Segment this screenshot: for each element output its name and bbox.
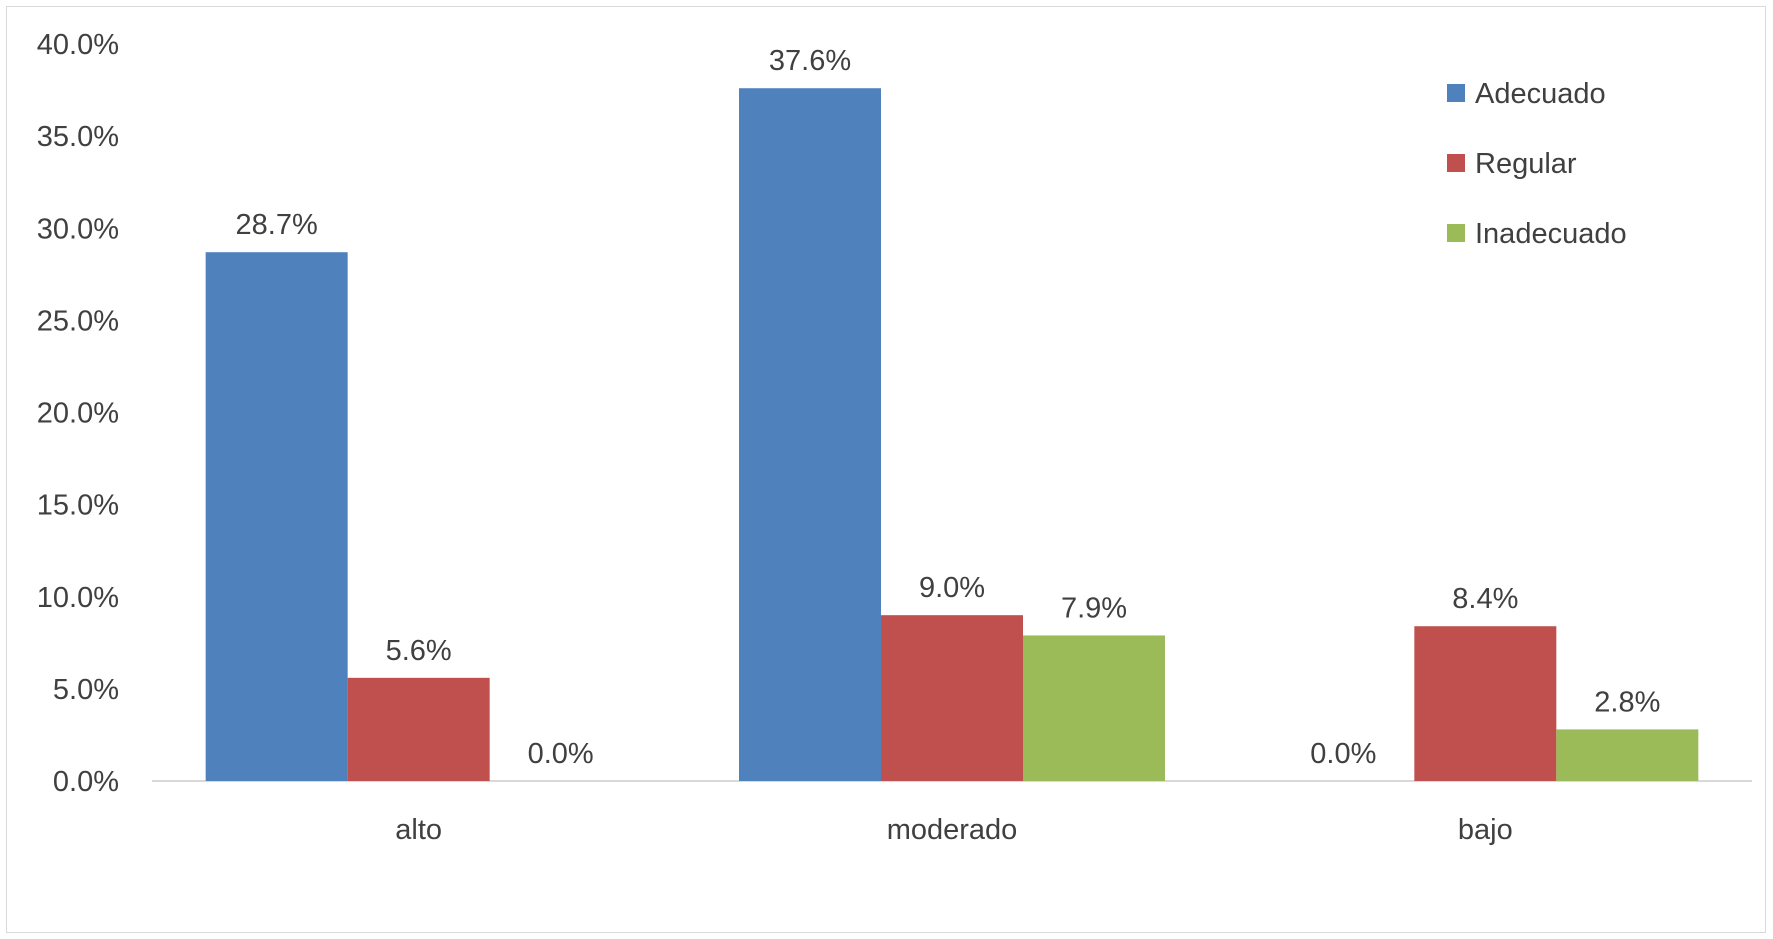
legend-swatch-adecuado [1447,84,1465,102]
y-tick-label: 5.0% [53,674,119,706]
legend-swatch-inadecuado [1447,224,1465,242]
data-label: 9.0% [919,572,985,604]
bar-regular-alto [347,677,490,781]
data-label: 8.4% [1452,583,1518,615]
y-tick-label: 30.0% [37,213,119,245]
data-label: 5.6% [386,635,452,667]
y-tick-label: 25.0% [37,305,119,337]
data-label: 28.7% [236,209,318,241]
legend-label-regular: Regular [1475,148,1577,180]
bar-regular-moderado [881,615,1023,781]
x-category-label: bajo [1458,814,1513,846]
data-label: 2.8% [1594,686,1660,718]
bar-regular-bajo [1414,626,1557,781]
legend-label-adecuado: Adecuado [1475,78,1606,110]
y-tick-label: 40.0% [37,29,119,61]
y-tick-label: 35.0% [37,121,119,153]
legend-swatch-regular [1447,154,1465,172]
y-tick-label: 10.0% [37,582,119,614]
y-tick-label: 15.0% [37,490,119,522]
data-label: 0.0% [528,738,594,770]
data-label: 7.9% [1061,592,1127,624]
bar-inadecuado-bajo [1556,729,1699,781]
x-category-label: moderado [887,814,1018,846]
y-tick-label: 20.0% [37,398,119,430]
data-label: 37.6% [769,45,851,77]
data-label: 0.0% [1310,738,1376,770]
legend-label-inadecuado: Inadecuado [1475,218,1627,250]
x-category-label: alto [395,814,442,846]
y-tick-label: 0.0% [53,766,119,798]
bar-adecuado-alto [205,252,348,781]
bar-adecuado-moderado [739,88,881,782]
bar-inadecuado-moderado [1023,635,1165,781]
